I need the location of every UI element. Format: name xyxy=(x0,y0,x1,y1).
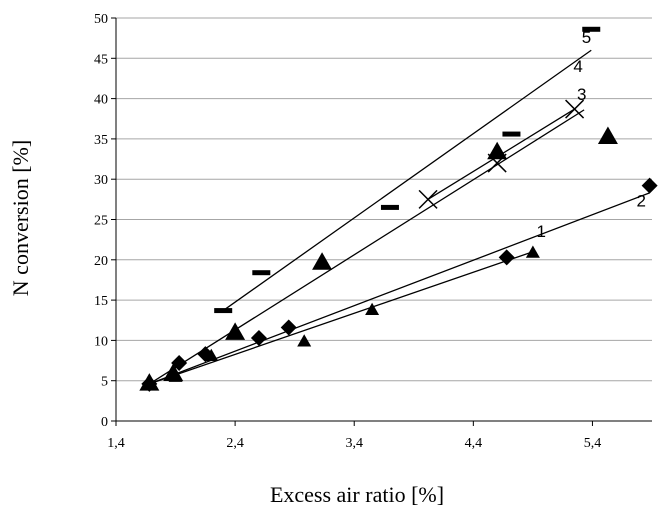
y-tick-label: 10 xyxy=(94,334,108,349)
trend-line-1 xyxy=(149,251,534,385)
y-tick-label: 20 xyxy=(94,254,108,269)
point-series-1 xyxy=(525,245,540,258)
data-points xyxy=(139,26,658,392)
x-stroke xyxy=(487,153,507,173)
point-series-5 xyxy=(380,204,399,210)
x-tick-label: 1,4 xyxy=(107,436,125,451)
point-series-4 xyxy=(565,99,585,119)
point-series-3 xyxy=(163,363,184,381)
point-series-3 xyxy=(597,126,618,144)
y-tick-label: 15 xyxy=(94,294,108,309)
x-tick-label: 2,4 xyxy=(226,436,244,451)
line-label-2: 2 xyxy=(637,192,646,211)
y-tick-label: 5 xyxy=(101,375,108,390)
axes xyxy=(111,17,652,426)
trend-line-5 xyxy=(222,49,592,312)
point-series-3 xyxy=(139,373,160,391)
x-stroke xyxy=(418,189,438,209)
line-label-4: 4 xyxy=(573,57,582,76)
y-tick-label: 45 xyxy=(94,52,108,67)
x-tick-label: 5,4 xyxy=(584,436,602,451)
line-label-5: 5 xyxy=(582,28,591,47)
point-series-2 xyxy=(250,329,267,346)
point-series-4 xyxy=(418,189,438,209)
point-series-4 xyxy=(487,153,507,173)
y-tick-label: 25 xyxy=(94,214,108,229)
point-series-3 xyxy=(225,322,246,340)
y-tick-label: 50 xyxy=(94,12,108,27)
line-labels: 1 2 3 45 xyxy=(536,28,646,241)
y-tick-label: 40 xyxy=(94,93,108,108)
point-series-3 xyxy=(487,141,508,160)
point-series-5 xyxy=(252,270,271,276)
x-tick-label: 4,4 xyxy=(465,436,483,451)
point-series-2 xyxy=(280,319,297,336)
trend-lines xyxy=(149,49,650,385)
point-series-2 xyxy=(197,346,214,363)
x-stroke xyxy=(565,99,585,119)
y-axis-title: N conversion [%] xyxy=(8,140,33,296)
point-series-2 xyxy=(498,249,515,266)
point-series-5 xyxy=(582,26,601,32)
point-series-5 xyxy=(214,308,233,314)
point-series-1 xyxy=(365,302,380,316)
point-series-3 xyxy=(312,252,333,270)
y-tick-label: 0 xyxy=(101,415,108,430)
grid-lines xyxy=(116,17,652,382)
y-tick-label: 30 xyxy=(94,173,108,188)
trend-line-3 xyxy=(149,109,585,385)
point-series-5 xyxy=(502,131,521,137)
y-tick-label: 35 xyxy=(94,133,108,148)
x-axis-title: Excess air ratio [%] xyxy=(270,482,444,507)
line-label-3: 3 xyxy=(577,85,586,104)
point-series-1 xyxy=(297,334,312,347)
line-label-1: 1 xyxy=(536,222,545,241)
point-series-2 xyxy=(641,177,658,194)
trend-line-2 xyxy=(149,192,650,385)
x-tick-label: 3,4 xyxy=(345,436,363,451)
